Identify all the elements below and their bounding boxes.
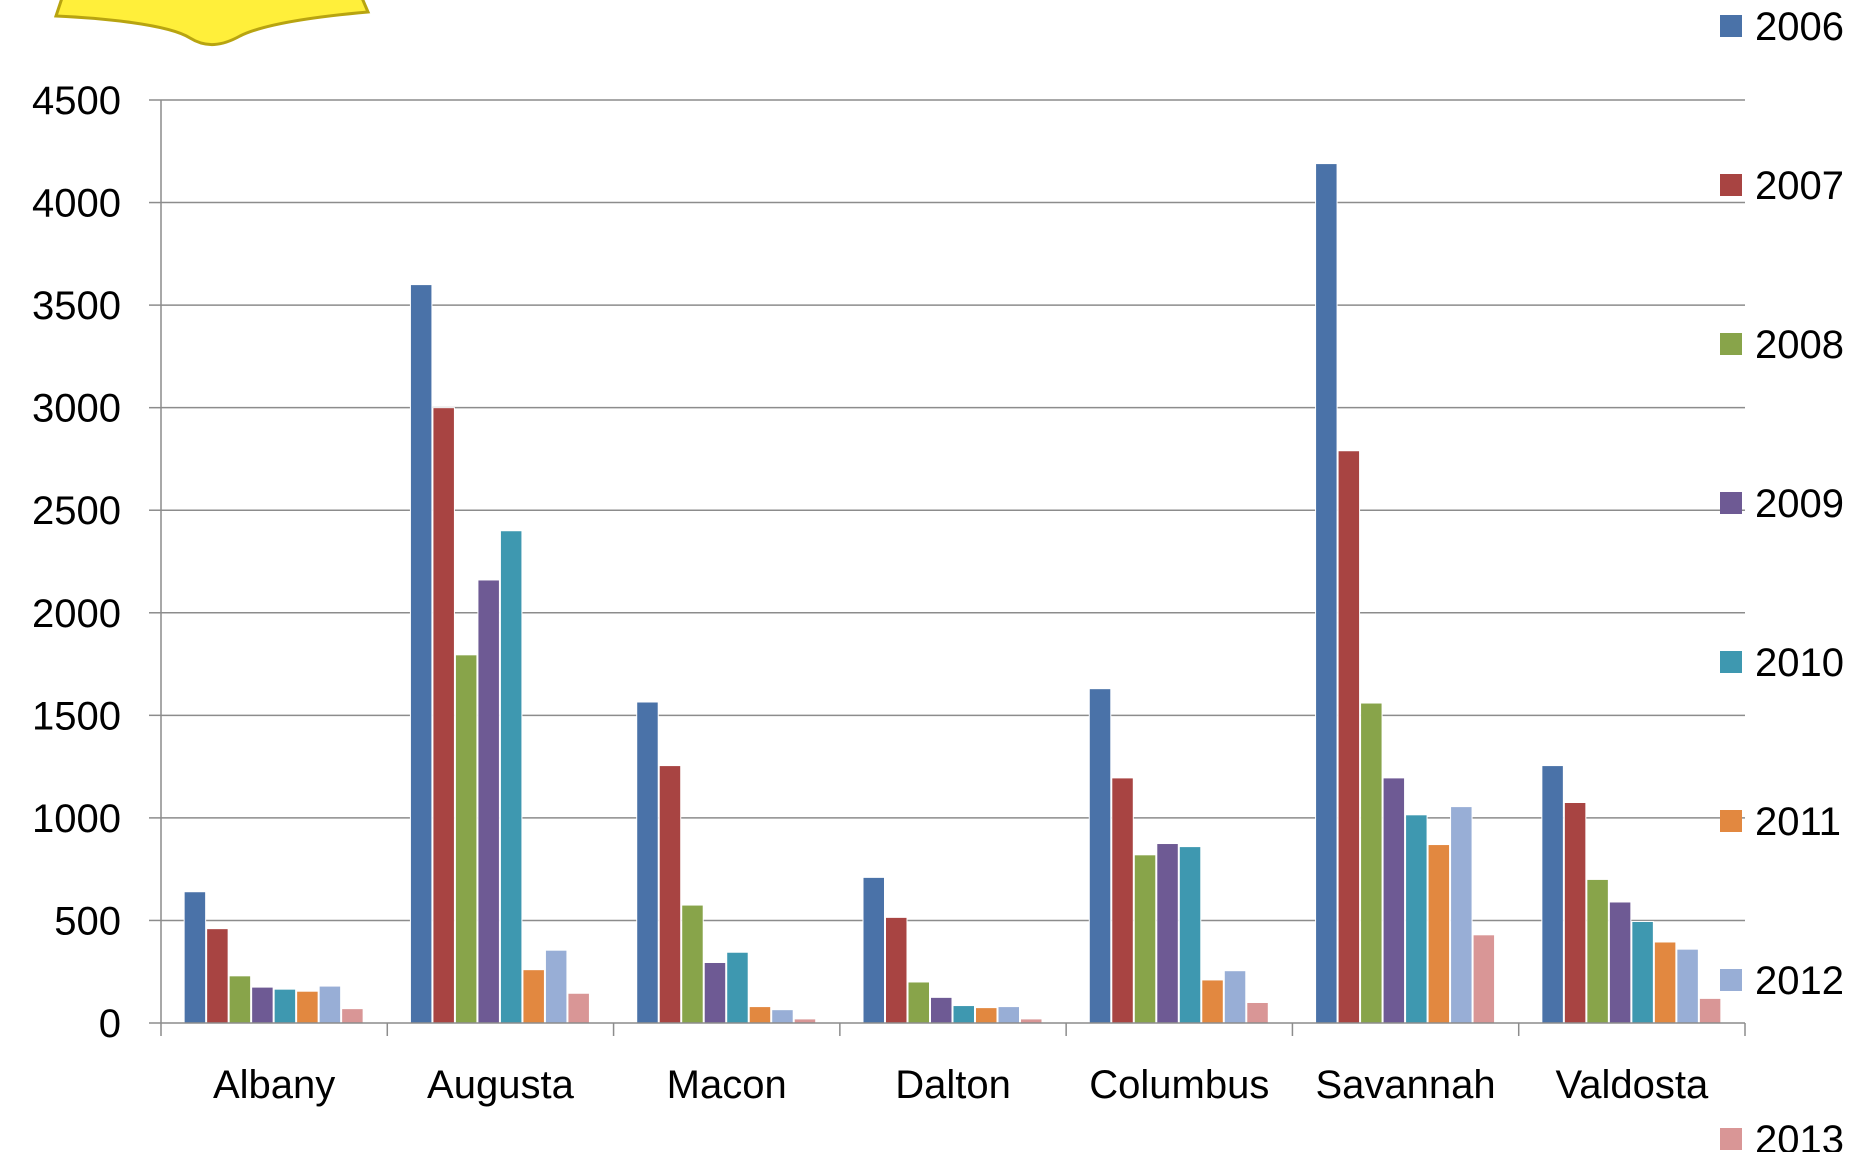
y-tick-label: 2500 — [32, 489, 121, 533]
legend-swatch-2013 — [1720, 1128, 1742, 1150]
y-tick-label: 1000 — [32, 797, 121, 841]
bar-2009-dalton — [930, 996, 953, 1024]
bar-2012-albany — [318, 985, 342, 1024]
bar-2007-valdosta — [1563, 802, 1587, 1024]
bar-2013-augusta — [567, 992, 590, 1024]
bar-2009-augusta — [477, 579, 500, 1024]
y-tick-label: 4500 — [32, 79, 121, 123]
bar-2007-albany — [206, 928, 229, 1024]
bar-2008-columbus — [1133, 854, 1157, 1024]
bar-2006-augusta — [409, 284, 433, 1024]
bar-2006-valdosta — [1541, 765, 1564, 1024]
bar-2007-augusta — [432, 407, 455, 1024]
legend-label-2007: 2007 — [1755, 164, 1844, 208]
x-tick-label: Valdosta — [1556, 1063, 1709, 1107]
bar-2012-macon — [771, 1009, 794, 1024]
bar-2012-columbus — [1223, 970, 1247, 1024]
bar-2012-augusta — [544, 949, 568, 1024]
bar-2010-savannah — [1405, 814, 1428, 1024]
legend: 2006 2007 2008 2009 2010 2011 2012 2013 — [1720, 5, 1844, 1152]
bar-2012-dalton — [997, 1006, 1020, 1024]
bar-2013-savannah — [1472, 934, 1496, 1024]
bar-2013-valdosta — [1698, 997, 1722, 1024]
bar-2011-valdosta — [1653, 941, 1677, 1024]
bar-2006-macon — [636, 701, 659, 1024]
bar-2008-dalton — [907, 981, 930, 1024]
y-tick-label: 2000 — [32, 592, 121, 636]
legend-swatch-2012 — [1720, 969, 1742, 991]
legend-label-2010: 2010 — [1755, 641, 1844, 685]
x-tick-label: Dalton — [895, 1063, 1011, 1107]
bar-2011-dalton — [975, 1007, 998, 1024]
x-tick-label: Augusta — [427, 1063, 575, 1107]
x-tick-label: Columbus — [1089, 1063, 1269, 1107]
legend-swatch-2009 — [1720, 492, 1742, 514]
bar-2009-columbus — [1156, 843, 1179, 1024]
legend-label-2013: 2013 — [1755, 1118, 1844, 1152]
legend-swatch-2007 — [1720, 174, 1742, 196]
bar-2008-augusta — [454, 654, 478, 1024]
gridlines — [161, 99, 1745, 922]
bar-2006-dalton — [862, 876, 885, 1024]
legend-swatch-2010 — [1720, 651, 1742, 673]
x-tick-label: Savannah — [1315, 1063, 1495, 1107]
bar-2009-savannah — [1382, 777, 1406, 1024]
axes — [149, 99, 1746, 1036]
legend-swatch-2006 — [1720, 15, 1742, 37]
bar-2011-albany — [296, 990, 319, 1024]
bar-2007-savannah — [1337, 450, 1361, 1024]
bar-2007-macon — [658, 765, 682, 1024]
bar-2010-macon — [726, 951, 749, 1024]
y-tick-label: 3500 — [32, 284, 121, 328]
legend-label-2008: 2008 — [1755, 323, 1844, 367]
bar-2008-savannah — [1360, 702, 1383, 1024]
bar-2011-savannah — [1427, 844, 1451, 1024]
legend-label-2006: 2006 — [1755, 5, 1844, 49]
bar-2010-augusta — [499, 530, 523, 1024]
bar-2012-savannah — [1450, 806, 1473, 1024]
legend-swatch-2008 — [1720, 333, 1742, 355]
bar-2006-albany — [183, 891, 207, 1024]
y-tick-label: 500 — [54, 899, 121, 943]
bar-2011-augusta — [522, 969, 545, 1024]
y-tick-label: 4000 — [32, 182, 121, 226]
x-tick-labels: Albany Augusta Macon Dalton Columbus Savannah… — [213, 1063, 1709, 1107]
bar-2008-albany — [228, 975, 252, 1024]
bar-2006-columbus — [1088, 688, 1112, 1024]
x-tick-label: Albany — [213, 1063, 335, 1107]
bar-2011-columbus — [1201, 979, 1224, 1024]
bar-2010-albany — [273, 988, 297, 1024]
bar-2009-albany — [251, 986, 274, 1024]
bar-2010-dalton — [952, 1005, 975, 1024]
y-tick-label: 3000 — [32, 387, 121, 431]
legend-label-2011: 2011 — [1755, 800, 1841, 844]
bar-2011-macon — [748, 1006, 772, 1024]
bar-2008-valdosta — [1586, 878, 1609, 1024]
y-tick-label: 1500 — [32, 694, 121, 738]
bar-2013-columbus — [1246, 1001, 1269, 1024]
bar-2010-valdosta — [1631, 920, 1654, 1024]
legend-label-2012: 2012 — [1755, 959, 1844, 1003]
legend-label-2009: 2009 — [1755, 482, 1844, 526]
bar-2007-columbus — [1111, 777, 1134, 1024]
x-tick-label: Macon — [667, 1063, 787, 1107]
bar-2009-valdosta — [1608, 901, 1632, 1024]
bar-2013-albany — [341, 1008, 364, 1024]
bar-2006-savannah — [1315, 163, 1338, 1024]
legend-swatch-2011 — [1720, 810, 1742, 832]
banner-shape — [53, 0, 371, 46]
y-tick-label: 0 — [99, 1002, 121, 1046]
bar-2010-columbus — [1178, 846, 1202, 1024]
bars — [183, 163, 1722, 1024]
bar-2012-valdosta — [1676, 948, 1699, 1024]
y-tick-labels: 0 500 1000 1500 2000 2500 3000 3500 4000 4500 — [32, 79, 121, 1046]
banner-decoration — [53, 0, 371, 46]
bar-2009-macon — [703, 961, 727, 1024]
bar-2008-macon — [681, 904, 704, 1024]
bar-2007-dalton — [885, 916, 908, 1024]
